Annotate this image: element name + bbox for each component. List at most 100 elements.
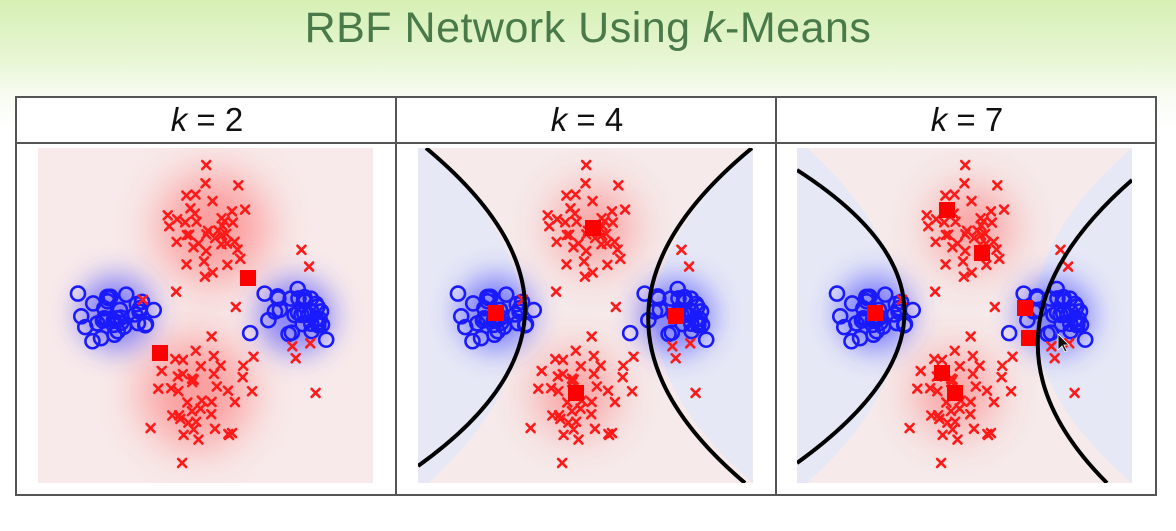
- x-marker: [938, 217, 950, 228]
- x-marker: [193, 434, 204, 445]
- decision-boundary: [797, 168, 907, 465]
- x-marker: [940, 259, 951, 270]
- x-marker: [561, 190, 572, 201]
- x-marker: [170, 286, 182, 297]
- x-marker: [195, 360, 207, 372]
- x-marker: [222, 259, 233, 271]
- x-marker: [580, 159, 592, 171]
- decision-boundary: [418, 148, 527, 468]
- x-marker: [553, 385, 564, 397]
- x-marker: [303, 261, 315, 272]
- x-marker: [993, 253, 1005, 265]
- x-marker: [585, 408, 597, 420]
- x-marker: [287, 340, 298, 352]
- x-marker: [1007, 351, 1018, 363]
- x-marker: [954, 360, 966, 372]
- o-marker: [449, 285, 467, 302]
- x-marker: [965, 396, 976, 408]
- x-marker: [924, 382, 936, 394]
- square-marker: [974, 245, 990, 261]
- square-marker: [1017, 300, 1033, 316]
- plot-k2: [38, 148, 373, 483]
- x-marker: [957, 256, 969, 267]
- o-marker: [102, 288, 119, 306]
- x-marker: [945, 405, 957, 417]
- square-marker: [1021, 330, 1037, 346]
- x-marker: [185, 203, 196, 214]
- x-marker: [617, 371, 628, 383]
- x-marker: [960, 229, 971, 240]
- x-marker: [198, 256, 210, 267]
- o-marker: [117, 286, 135, 303]
- o-marker: [1070, 310, 1087, 328]
- x-marker: [200, 159, 212, 171]
- x-marker: [162, 210, 173, 221]
- x-marker: [207, 267, 218, 278]
- x-marker: [575, 360, 587, 372]
- x-marker: [310, 387, 321, 399]
- o-marker: [670, 290, 687, 307]
- x-marker: [991, 180, 1003, 191]
- x-marker: [915, 365, 926, 377]
- o-marker: [286, 306, 303, 324]
- square-marker: [867, 305, 883, 321]
- x-marker: [580, 178, 591, 189]
- x-marker: [226, 206, 238, 217]
- o-marker: [72, 308, 90, 325]
- x-marker: [234, 253, 246, 265]
- o-marker: [835, 318, 853, 336]
- x-marker: [937, 429, 948, 441]
- x-marker: [190, 345, 202, 357]
- x-marker: [565, 203, 576, 214]
- x-marker: [967, 350, 979, 362]
- x-marker: [248, 351, 259, 363]
- plot-k4: [418, 148, 753, 483]
- o-marker: [683, 315, 700, 333]
- x-marker: [190, 189, 201, 200]
- o-marker: [831, 308, 849, 325]
- x-marker: [553, 409, 565, 421]
- square-marker: [939, 202, 955, 218]
- x-marker: [173, 409, 185, 421]
- x-marker: [589, 423, 601, 435]
- x-marker: [979, 228, 991, 240]
- o-marker: [136, 316, 154, 334]
- x-marker: [172, 371, 184, 382]
- x-marker: [208, 350, 220, 362]
- o-marker: [109, 322, 126, 340]
- square-marker: [152, 345, 168, 361]
- o-marker: [663, 324, 681, 341]
- x-marker: [579, 271, 591, 282]
- x-marker: [614, 253, 626, 265]
- x-marker: [176, 457, 188, 469]
- o-marker: [1000, 324, 1018, 342]
- x-marker: [602, 259, 613, 271]
- x-marker: [206, 331, 217, 342]
- table-header: k = 2 k = 4 k = 7: [17, 98, 1155, 144]
- header-k4: k = 4: [550, 101, 624, 138]
- mouse-cursor-icon: [1057, 333, 1070, 353]
- x-marker: [1046, 340, 1057, 352]
- x-marker: [532, 383, 544, 394]
- x-marker: [573, 434, 584, 445]
- x-marker: [974, 360, 985, 371]
- x-marker: [986, 217, 998, 228]
- x-marker: [566, 376, 578, 388]
- x-marker: [561, 229, 573, 241]
- square-marker: [585, 220, 601, 236]
- x-marker: [237, 371, 248, 383]
- x-marker: [929, 286, 941, 297]
- x-marker: [188, 424, 199, 435]
- x-marker: [989, 301, 1001, 313]
- x-marker: [229, 396, 241, 408]
- x-marker: [1055, 244, 1066, 256]
- x-marker: [947, 241, 958, 253]
- x-marker: [982, 429, 994, 441]
- x-marker: [211, 381, 223, 392]
- header-k7: k = 7: [930, 101, 1004, 138]
- o-marker: [84, 295, 102, 312]
- o-marker: [69, 285, 87, 302]
- o-marker: [1062, 315, 1079, 333]
- x-marker: [988, 396, 1000, 408]
